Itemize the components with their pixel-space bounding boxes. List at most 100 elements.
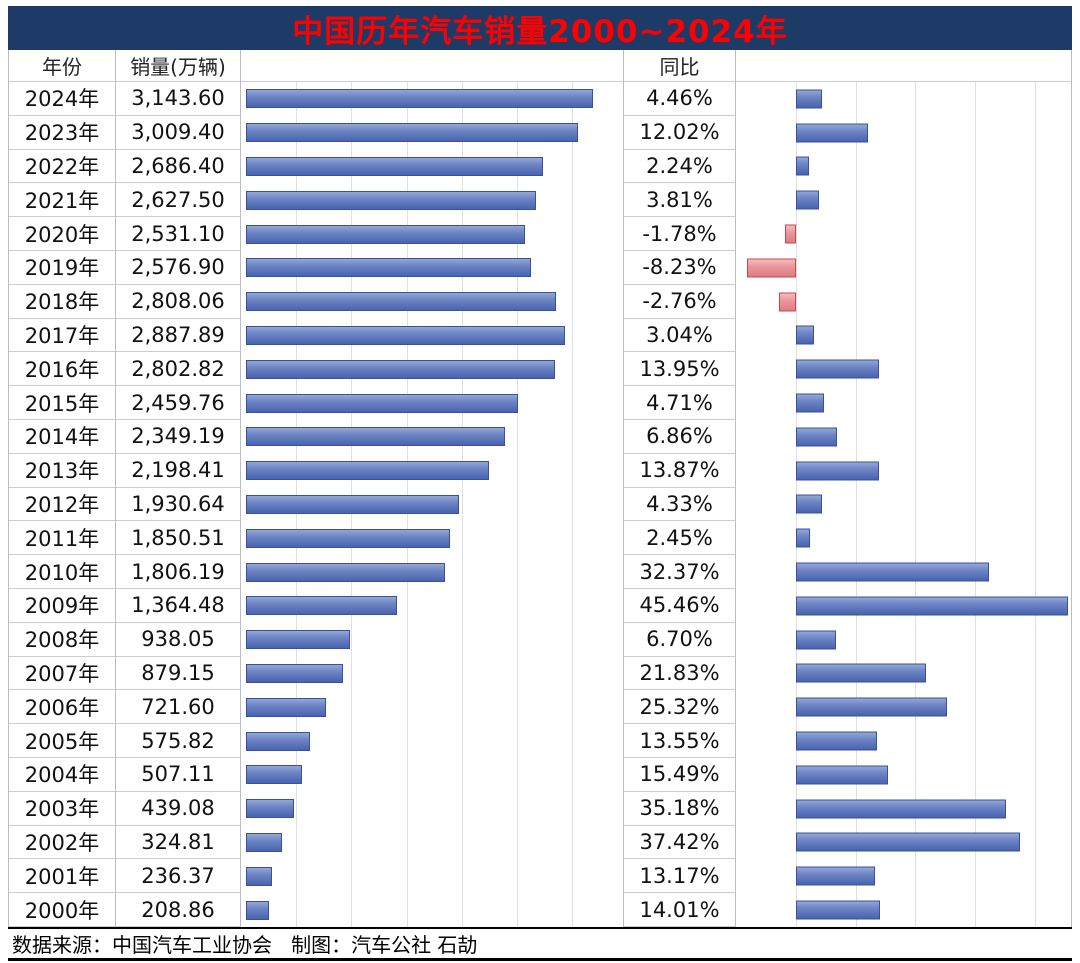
gridline — [1035, 419, 1037, 454]
yoy-bar-cell — [736, 419, 1071, 454]
row-yoy-value: 12.02% — [624, 115, 736, 150]
gridline — [461, 724, 463, 758]
gridline — [915, 250, 917, 285]
table-row: 2022年 2,686.40 2.24% — [9, 149, 1071, 184]
gridline — [855, 419, 857, 454]
sales-bar — [246, 292, 557, 312]
row-year: 2000年 — [9, 893, 116, 927]
sales-bar-cell — [241, 217, 624, 251]
yoy-bar — [795, 190, 819, 210]
yoy-bar-cell — [736, 724, 1071, 758]
yoy-bar-cell — [736, 757, 1071, 792]
yoy-bar — [795, 630, 836, 650]
gridline — [461, 893, 463, 927]
gridline — [296, 825, 298, 860]
gridline — [975, 250, 977, 285]
gridline — [572, 555, 574, 589]
gridline — [915, 82, 917, 116]
gridline — [975, 115, 977, 150]
gridline — [572, 724, 574, 758]
sales-bar — [246, 359, 556, 379]
gridline — [975, 453, 977, 488]
gridline — [461, 791, 463, 826]
gridline — [855, 183, 857, 218]
row-sales-value: 2,808.06 — [116, 284, 241, 319]
sales-bar-cell — [241, 82, 624, 116]
table-row: 2020年 2,531.10 -1.78% — [9, 217, 1071, 251]
table-row: 2013年 2,198.41 13.87% — [9, 453, 1071, 488]
yoy-bar — [795, 528, 811, 548]
row-sales-value: 324.81 — [116, 825, 241, 860]
sales-bar — [246, 427, 506, 447]
gridline — [1035, 656, 1037, 691]
sales-bar-cell — [241, 352, 624, 387]
row-sales-value: 938.05 — [116, 622, 241, 657]
row-yoy-value: 3.81% — [624, 183, 736, 218]
gridline — [572, 318, 574, 353]
row-sales-value: 1,364.48 — [116, 588, 241, 623]
row-sales-value: 2,802.82 — [116, 352, 241, 387]
gridline — [351, 757, 353, 792]
gridline — [915, 487, 917, 522]
gridline — [915, 622, 917, 657]
gridline — [795, 284, 797, 319]
row-yoy-value: 4.71% — [624, 386, 736, 420]
row-yoy-value: 37.42% — [624, 825, 736, 860]
row-sales-value: 2,459.76 — [116, 386, 241, 420]
yoy-bar — [795, 765, 889, 785]
gridline — [855, 284, 857, 319]
gridline — [915, 859, 917, 894]
gridline — [572, 791, 574, 826]
sales-bar-cell — [241, 791, 624, 826]
sales-bar-cell — [241, 555, 624, 589]
table-row: 2004年 507.11 15.49% — [9, 757, 1071, 792]
yoy-bar — [795, 359, 880, 379]
gridline — [855, 250, 857, 285]
row-year: 2014年 — [9, 419, 116, 454]
gridline — [461, 521, 463, 556]
sales-bar — [246, 393, 518, 413]
yoy-bar — [795, 900, 880, 920]
yoy-bar-cell — [736, 352, 1071, 387]
sales-bar-cell — [241, 453, 624, 488]
gridline — [406, 859, 408, 894]
sales-bar — [246, 596, 397, 616]
gridline — [1035, 622, 1037, 657]
sales-bar — [246, 258, 531, 278]
gridline — [975, 757, 977, 792]
sales-bar — [246, 866, 273, 886]
yoy-bar — [795, 799, 1007, 819]
row-year: 2016年 — [9, 352, 116, 387]
sales-bar — [246, 123, 579, 143]
sales-bar — [246, 900, 270, 920]
gridline — [1035, 690, 1037, 725]
sales-bar-cell — [241, 115, 624, 150]
yoy-bar — [795, 156, 810, 176]
gridline — [1035, 318, 1037, 353]
gridline — [975, 487, 977, 522]
gridline — [1035, 724, 1037, 758]
table-body: 2024年 3,143.60 4.46% 2023年 3,009.40 12.0… — [9, 82, 1071, 927]
yoy-bar-cell — [736, 318, 1071, 353]
yoy-bar-cell — [736, 622, 1071, 657]
sales-bar-cell — [241, 419, 624, 454]
yoy-bar — [795, 393, 824, 413]
sales-bar — [246, 799, 295, 819]
row-yoy-value: 13.17% — [624, 859, 736, 894]
gridline — [1035, 250, 1037, 285]
row-yoy-value: 13.55% — [624, 724, 736, 758]
gridline — [915, 352, 917, 387]
gridline — [795, 217, 797, 251]
gridline — [1035, 183, 1037, 218]
gridline — [406, 791, 408, 826]
row-year: 2006年 — [9, 690, 116, 725]
gridline — [855, 318, 857, 353]
yoy-bar — [795, 596, 1068, 616]
row-year: 2003年 — [9, 791, 116, 826]
row-yoy-value: 32.37% — [624, 555, 736, 589]
gridline — [915, 149, 917, 184]
gridline — [572, 250, 574, 285]
row-sales-value: 3,009.40 — [116, 115, 241, 150]
sales-bar-cell — [241, 724, 624, 758]
gridline — [915, 521, 917, 556]
